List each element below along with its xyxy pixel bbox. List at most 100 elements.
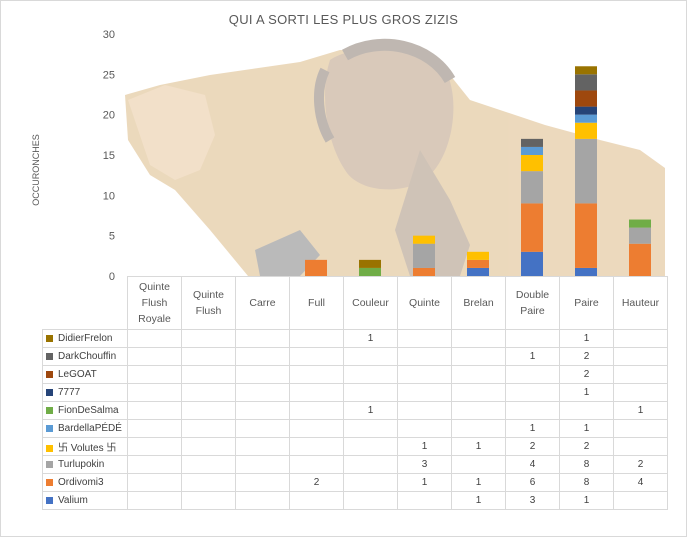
bar-segment	[467, 251, 489, 260]
data-cell	[505, 383, 560, 402]
data-cell: 2	[559, 437, 614, 456]
legend-entry: DidierFrelon	[42, 329, 128, 348]
data-cell	[235, 401, 290, 420]
data-cell	[289, 365, 344, 384]
table-row: 7777 1	[42, 383, 668, 402]
data-cell: 4	[613, 473, 668, 492]
data-cell	[613, 419, 668, 438]
data-cell: 1	[451, 437, 506, 456]
data-cell: 1	[343, 401, 398, 420]
data-cell	[181, 473, 236, 492]
data-cell	[505, 365, 560, 384]
data-cell	[343, 455, 398, 474]
bar-segment	[575, 106, 597, 115]
data-cell: 6	[505, 473, 560, 492]
data-cell	[289, 455, 344, 474]
bar-segment	[575, 66, 597, 75]
data-cell	[397, 419, 452, 438]
data-cell	[181, 491, 236, 510]
data-cell	[289, 329, 344, 348]
data-cell	[451, 455, 506, 474]
bar-segment	[521, 171, 543, 204]
bar-segment	[467, 267, 489, 276]
data-cell	[505, 401, 560, 420]
x-tick-label: Brelan	[451, 276, 506, 330]
data-cell	[181, 401, 236, 420]
legend-key	[46, 460, 53, 468]
data-cell	[127, 401, 182, 420]
data-cell	[397, 365, 452, 384]
data-cell	[235, 419, 290, 438]
data-cell: 1	[451, 473, 506, 492]
legend-key	[46, 334, 53, 342]
data-cell	[127, 419, 182, 438]
table-row: Turlupokin 3 4 8 2	[42, 455, 668, 474]
x-tick-label: Hauteur	[613, 276, 668, 330]
bar-segment	[521, 138, 543, 147]
table-row: LeGOAT 2	[42, 365, 668, 384]
x-tick-label: Paire	[559, 276, 614, 330]
bar-segment	[521, 155, 543, 172]
legend-entry: Valium	[42, 491, 128, 510]
bar-segment	[413, 243, 435, 268]
data-cell	[235, 473, 290, 492]
data-cell	[181, 419, 236, 438]
data-cell	[613, 383, 668, 402]
data-cell	[289, 401, 344, 420]
legend-key	[46, 370, 53, 378]
data-cell	[235, 329, 290, 348]
legend-entry: 7777	[42, 383, 128, 402]
data-cell	[343, 347, 398, 366]
data-cell	[397, 383, 452, 402]
data-cell	[559, 401, 614, 420]
bar-segment	[575, 114, 597, 123]
data-cell	[343, 419, 398, 438]
data-cell	[181, 347, 236, 366]
data-cell	[397, 347, 452, 366]
data-cell: 3	[397, 455, 452, 474]
data-cell	[613, 329, 668, 348]
x-tick-label: Double Paire	[505, 276, 560, 330]
data-cell	[235, 455, 290, 474]
chart-title: QUI A SORTI LES PLUS GROS ZIZIS	[228, 12, 459, 27]
data-cell: 1	[505, 347, 560, 366]
data-cell	[613, 365, 668, 384]
data-cell	[343, 491, 398, 510]
data-cell	[451, 419, 506, 438]
legend-entry: LeGOAT	[42, 365, 128, 384]
data-cell	[343, 437, 398, 456]
data-cell	[343, 383, 398, 402]
legend-entry: Turlupokin	[42, 455, 128, 474]
data-cell	[127, 491, 182, 510]
bar-segment	[521, 251, 543, 276]
legend-key	[46, 352, 53, 360]
data-cell	[613, 437, 668, 456]
legend-key	[46, 496, 53, 504]
bar-segment	[305, 259, 327, 276]
data-cell	[451, 365, 506, 384]
bar-segment	[521, 203, 543, 252]
data-cell: 1	[505, 419, 560, 438]
data-cell	[289, 491, 344, 510]
bar-segment	[413, 267, 435, 276]
data-cell	[451, 383, 506, 402]
x-tick-label: Couleur	[343, 276, 398, 330]
data-cell: 8	[559, 473, 614, 492]
y-tick-label: 30	[103, 29, 115, 41]
legend-key	[46, 478, 53, 486]
legend-entry: DarkChouffin	[42, 347, 128, 366]
table-row: FionDeSalma 1 1	[42, 401, 668, 420]
data-cell	[235, 383, 290, 402]
data-cell: 1	[397, 473, 452, 492]
legend-key	[46, 424, 53, 432]
data-cell	[451, 401, 506, 420]
data-table: Quinte Flush Royale Quinte Flush Carre Full Cou…	[42, 276, 668, 510]
bar-segment	[575, 138, 597, 204]
data-cell	[451, 329, 506, 348]
data-cell	[181, 365, 236, 384]
data-cell	[613, 347, 668, 366]
data-cell	[289, 437, 344, 456]
data-cell	[397, 401, 452, 420]
data-cell	[127, 437, 182, 456]
